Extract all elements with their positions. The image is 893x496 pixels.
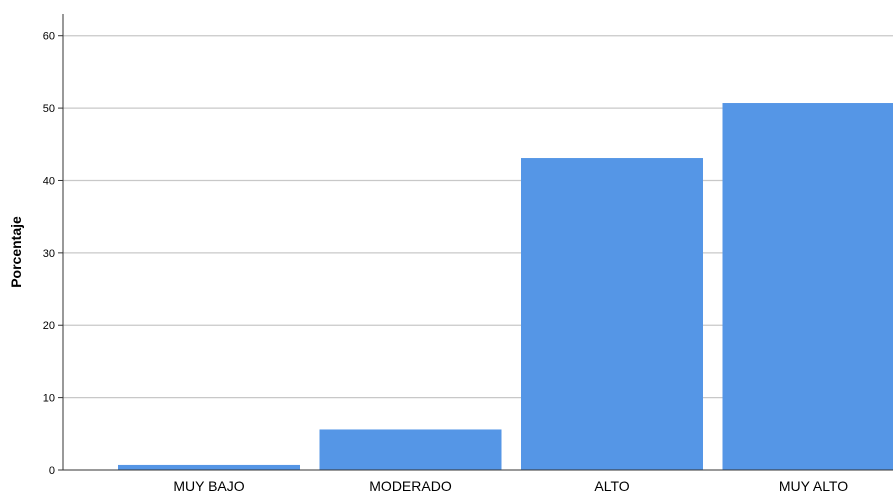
x-tick-label: MUY ALTO: [779, 478, 848, 494]
bars: [118, 103, 893, 471]
bar-alto: [521, 158, 703, 471]
bar-moderado: [319, 429, 502, 470]
y-tick-label: 20: [43, 320, 55, 332]
y-tick-label: 50: [43, 103, 55, 115]
y-axis-title: Porcentaje: [8, 216, 24, 288]
y-axis: 0 10 20 30 40 50 60: [43, 14, 64, 477]
y-tick-label: 40: [43, 175, 55, 187]
y-tick-label: 30: [43, 248, 55, 260]
y-tick-label: 0: [49, 465, 55, 477]
y-tick-label: 10: [43, 393, 55, 405]
y-tick-label: 60: [43, 31, 55, 43]
x-tick-label: ALTO: [594, 478, 629, 494]
x-axis: MUY BAJO MODERADO ALTO MUY ALTO: [63, 469, 893, 494]
x-tick-label: MODERADO: [369, 478, 452, 494]
bar-muy-bajo: [118, 464, 300, 470]
bar-muy-alto: [722, 103, 893, 471]
x-tick-label: MUY BAJO: [173, 478, 244, 494]
